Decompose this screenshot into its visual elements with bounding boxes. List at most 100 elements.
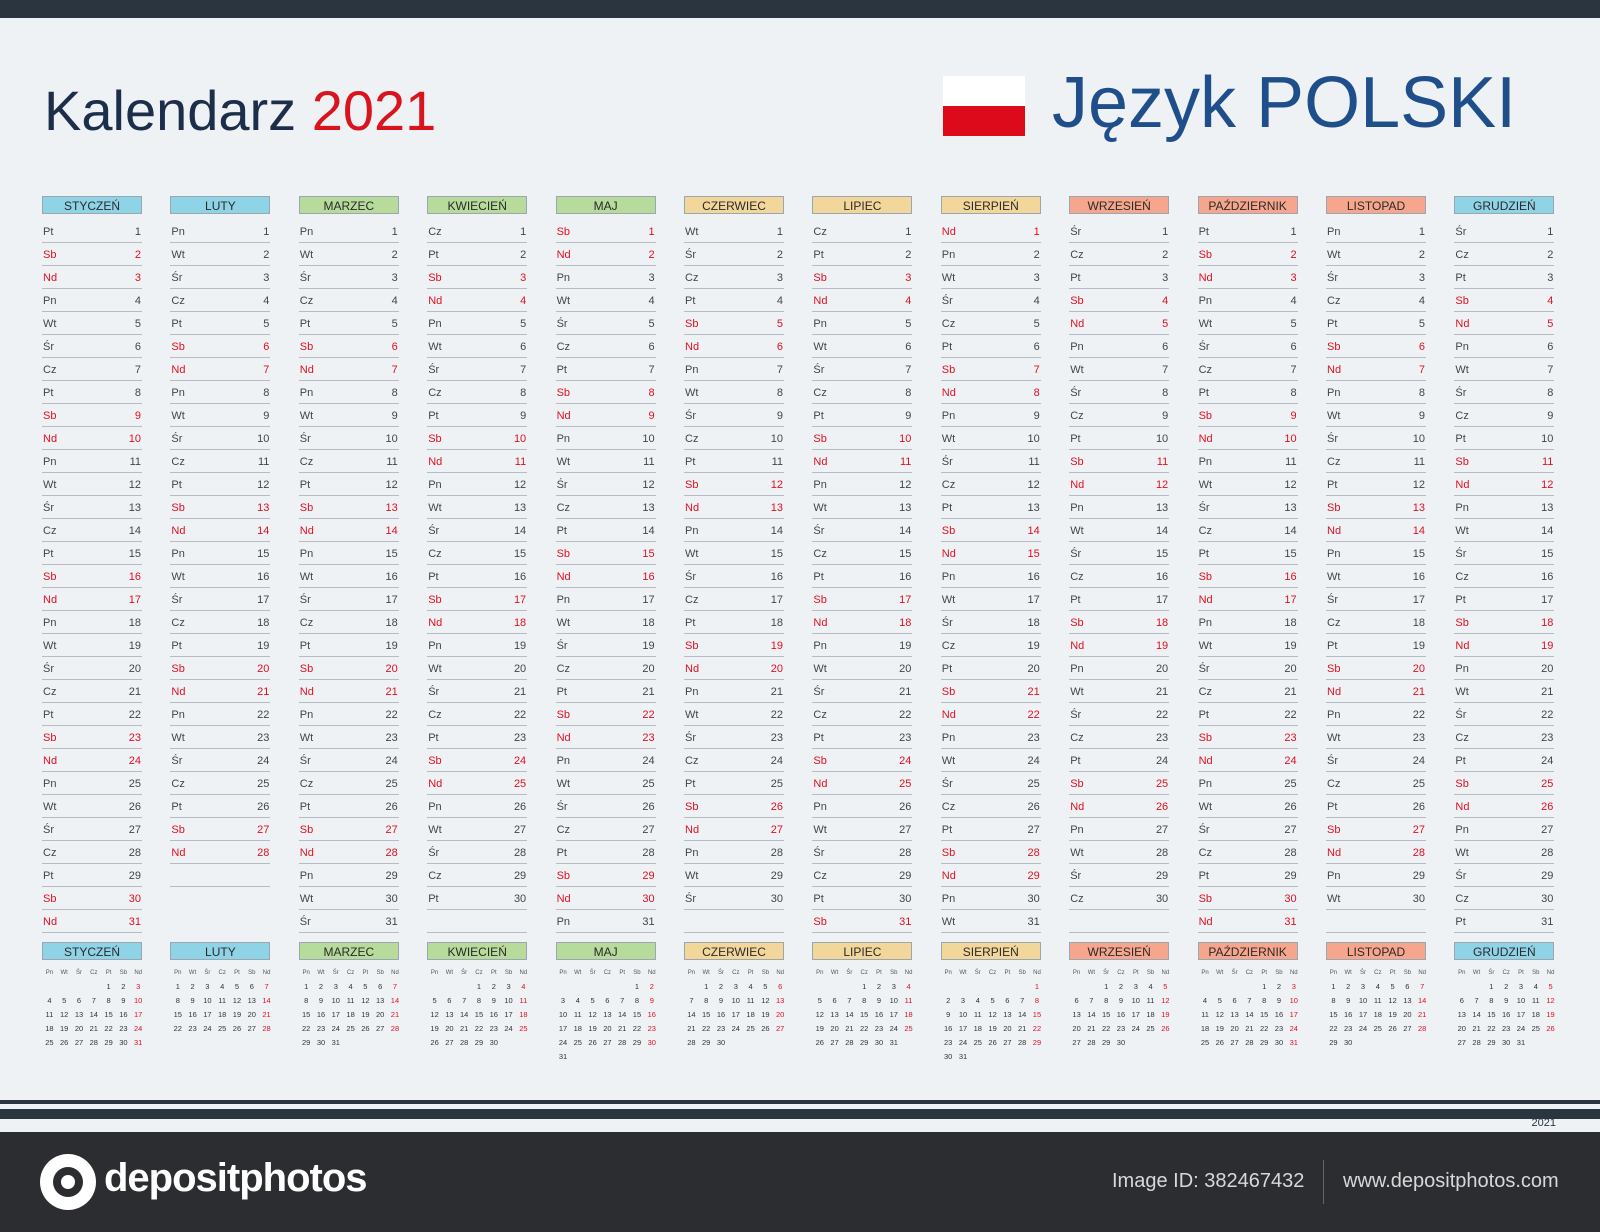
mini-day: 4 bbox=[1148, 982, 1153, 991]
mini-day: 25 bbox=[1200, 1038, 1210, 1047]
mini-day: 13 bbox=[830, 1010, 839, 1019]
day-row: Nd 28 bbox=[170, 841, 271, 864]
day-row: Pn 25 bbox=[1197, 772, 1298, 795]
mini-day: 20 bbox=[603, 1024, 612, 1033]
mini-weekday-header: Wt bbox=[317, 970, 325, 976]
mini-day: 16 bbox=[188, 1010, 197, 1019]
day-number: 6 bbox=[520, 341, 527, 353]
day-number: 15 bbox=[899, 548, 912, 560]
day-row: Pn 22 bbox=[170, 703, 271, 726]
mini-weekday-header: Cz bbox=[346, 970, 355, 976]
day-row: Nd 27 bbox=[684, 818, 784, 841]
mini-day: 10 bbox=[504, 996, 513, 1005]
mini-day: 22 bbox=[632, 1024, 642, 1033]
day-row: Pn 28 bbox=[684, 841, 784, 864]
mini-grid: Pn Wt Śr Cz Pt Sb Nd 1 2 3 4 5 6 7 8 9 10 11 12 13 14 15 16 17 1… bbox=[684, 966, 788, 1050]
day-row: Pn 19 bbox=[812, 634, 913, 657]
day-row: Cz 9 bbox=[1069, 404, 1170, 427]
month-column: LUTY Pn 1 Wt 2 Śr 3 Cz 4 Pt 5 Sb 6 Nd 7 Pn 8 Wt 9 Śr 10 Cz 11 P… bbox=[170, 196, 271, 933]
day-row: Pn 8 bbox=[298, 381, 399, 404]
day-number: 23 bbox=[770, 732, 783, 744]
day-number: 10 bbox=[128, 433, 141, 445]
mini-day: 26 bbox=[761, 1024, 770, 1033]
day-number: 2 bbox=[263, 249, 270, 261]
day-row: Nd 19 bbox=[1069, 634, 1170, 657]
mini-month-header: KWIECIEŃ bbox=[427, 942, 528, 960]
day-number: 24 bbox=[1027, 755, 1040, 767]
mini-day: 8 bbox=[106, 996, 111, 1005]
day-number: 26 bbox=[642, 801, 655, 813]
mini-day: 9 bbox=[876, 996, 882, 1005]
day-number: 22 bbox=[513, 709, 527, 721]
mini-month-header: MARZEC bbox=[298, 942, 399, 960]
weekday-name: Nd bbox=[941, 226, 956, 238]
day-number: 11 bbox=[1285, 456, 1297, 468]
day-row: Sb 20 bbox=[170, 657, 271, 680]
mini-grid: Pn Wt Śr Cz Pt Sb Nd 1 2 3 4 5 6 7 8 9 10 11 12 13 14 15 16 17 1… bbox=[1326, 966, 1430, 1050]
day-number: 11 bbox=[643, 456, 655, 468]
day-row: Śr 19 bbox=[555, 634, 656, 657]
weekday-name: Sb bbox=[685, 640, 699, 652]
mini-weekday-header: Nd bbox=[904, 970, 913, 976]
month-header: PAŹDZIERNIK bbox=[1197, 196, 1298, 214]
mini-day: 26 bbox=[430, 1038, 439, 1047]
mini-blank bbox=[812, 980, 827, 994]
day-number: 19 bbox=[1027, 640, 1040, 652]
day-number: 4 bbox=[905, 295, 912, 307]
day-row: Pn 26 bbox=[812, 795, 913, 818]
weekday-name: Pn bbox=[1327, 709, 1341, 721]
day-row: Cz 26 bbox=[940, 795, 1041, 818]
day-number: 4 bbox=[391, 295, 398, 307]
day-number: 31 bbox=[642, 916, 655, 928]
day-row: Cz 4 bbox=[170, 289, 271, 312]
day-number: 12 bbox=[1412, 479, 1425, 491]
mini-day: 7 bbox=[1247, 996, 1252, 1005]
day-row: Pn 31 bbox=[555, 910, 656, 933]
day-row: Wt 4 bbox=[555, 289, 656, 312]
mini-day: 23 bbox=[1274, 1024, 1284, 1033]
mini-blank bbox=[1469, 980, 1484, 994]
day-row: Sb 11 bbox=[1454, 450, 1555, 473]
day-number: 4 bbox=[263, 295, 270, 307]
day-number: 18 bbox=[1412, 617, 1425, 629]
month-column: WRZESIEŃ Śr 1 Cz 2 Pt 3 Sb 4 Nd 5 Pn 6 Wt 7 Śr 8 Cz 9 Pt 10 S… bbox=[1069, 196, 1170, 933]
mini-blank bbox=[457, 980, 472, 994]
weekday-name: Pt bbox=[813, 893, 824, 905]
day-number: 12 bbox=[1541, 479, 1554, 491]
mini-day: 8 bbox=[862, 996, 867, 1005]
mini-day: 27 bbox=[1403, 1024, 1412, 1033]
day-number: 30 bbox=[1412, 893, 1425, 905]
day-row: Cz 17 bbox=[684, 588, 784, 611]
day-row: Cz 18 bbox=[170, 611, 271, 634]
mini-day: 18 bbox=[1200, 1024, 1210, 1033]
mini-day: 29 bbox=[860, 1038, 869, 1047]
weekday-name: Cz bbox=[556, 824, 571, 836]
day-number: 31 bbox=[128, 916, 141, 928]
title-year: 2021 bbox=[311, 79, 437, 142]
day-number: 17 bbox=[513, 594, 527, 606]
weekday-name: Nd bbox=[299, 847, 314, 859]
mini-day: 18 bbox=[218, 1010, 227, 1019]
day-number: 26 bbox=[257, 801, 270, 813]
weekday-name: Nd bbox=[941, 709, 956, 721]
mini-day: 24 bbox=[1516, 1024, 1526, 1033]
day-number: 19 bbox=[770, 640, 783, 652]
month-column: LIPIEC Cz 1 Pt 2 Sb 3 Nd 4 Pn 5 Wt 6 Śr 7 Cz 8 Pt 9 Sb 10 Nd 1… bbox=[812, 196, 913, 933]
brand-name: depositphotos bbox=[104, 1156, 368, 1200]
weekday-name: Pt bbox=[685, 456, 696, 468]
day-row: Sb 7 bbox=[940, 358, 1041, 381]
month-header: MAJ bbox=[555, 196, 656, 214]
day-number: 13 bbox=[642, 502, 655, 514]
day-number: 2 bbox=[905, 249, 912, 261]
month-column: LISTOPAD Pn 1 Wt 2 Śr 3 Cz 4 Pt 5 Sb 6 Nd 7 Pn 8 Wt 9 Śr 10 C… bbox=[1326, 196, 1426, 933]
day-row: Śr 10 bbox=[1326, 427, 1426, 450]
mini-day: 10 bbox=[331, 996, 340, 1005]
mini-day: 9 bbox=[1276, 996, 1282, 1005]
mini-weekday-header: Pt bbox=[105, 970, 112, 976]
mini-day: 11 bbox=[904, 996, 913, 1005]
day-row: Wt 25 bbox=[555, 772, 656, 795]
weekday-name: Śr bbox=[171, 594, 183, 606]
weekday-name: Pn bbox=[171, 387, 185, 399]
day-number: 10 bbox=[899, 433, 912, 445]
month-column: KWIECIEŃ Cz 1 Pt 2 Sb 3 Nd 4 Pn 5 Wt 6 Śr 7 Cz 8 Pt 9 Sb 10 N… bbox=[427, 196, 528, 933]
